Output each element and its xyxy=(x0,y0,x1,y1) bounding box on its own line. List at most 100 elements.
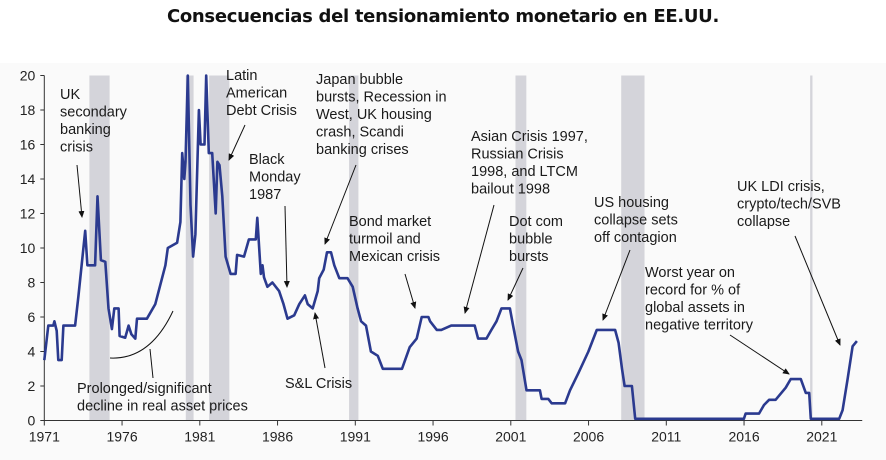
annotation-line: off contagion xyxy=(594,230,677,246)
annotation: Black Monday 1987 xyxy=(249,152,301,288)
annotation: S&L Crisis xyxy=(285,312,352,392)
recession-shade xyxy=(515,75,527,421)
x-tick-label: 1986 xyxy=(262,429,293,445)
annotation-line: collapse xyxy=(737,214,790,230)
annotation-line: 1998, and LTCM xyxy=(471,164,578,180)
annotation: Prolonged/significant decline in real ass… xyxy=(77,381,248,415)
annotation-line: West, UK housing xyxy=(316,107,432,123)
plot-background xyxy=(0,63,886,460)
annotation-text: Black Monday 1987 xyxy=(249,152,301,203)
annotation-arrow xyxy=(313,312,326,369)
annotation-line: secondary xyxy=(60,105,128,121)
annotation-line: negative territory xyxy=(645,318,754,334)
x-tick-label: 2001 xyxy=(495,429,526,445)
annotation-line: Monday xyxy=(249,170,301,186)
y-tick-label: 10 xyxy=(20,240,36,256)
annotation: Dot com bubble bursts xyxy=(507,214,563,301)
annotation-text: Latin American Debt Crisis xyxy=(226,68,297,119)
recession-shade xyxy=(209,75,230,421)
x-tick-label: 2011 xyxy=(651,429,681,445)
annotation: Latin American Debt Crisis xyxy=(226,68,297,161)
annotation-line: bubble xyxy=(509,232,553,248)
x-tick-label: 1976 xyxy=(106,429,137,445)
annotation-text: UK secondary banking crisis xyxy=(60,87,128,156)
x-tick-label: 2016 xyxy=(728,429,759,445)
y-tick-label: 2 xyxy=(28,378,36,394)
decline-bracket-curve xyxy=(109,310,174,359)
x-tick-label: 1996 xyxy=(417,429,448,445)
annotation-line: S&L Crisis xyxy=(285,376,352,392)
x-tick-label: 1991 xyxy=(340,429,371,445)
y-tick-label: 4 xyxy=(28,344,36,360)
annotation-text: Dot com bubble bursts xyxy=(509,214,563,265)
annotation-text: Japan bubble bursts, Recession in West, UK… xyxy=(316,72,447,158)
x-tick-label: 1981 xyxy=(184,429,215,445)
annotation-line: Debt Crisis xyxy=(226,103,297,119)
decline-pointer-line xyxy=(149,348,154,379)
annotation-line: UK xyxy=(60,87,80,103)
annotation-line: global assets in xyxy=(645,300,745,316)
annotation-line: crash, Scandi xyxy=(316,125,404,141)
recession-shade xyxy=(621,75,645,421)
annotation-arrow xyxy=(283,205,290,288)
annotation-line: banking crises xyxy=(316,142,409,158)
annotation-line: Latin xyxy=(226,68,257,84)
annotation-line: bursts, Recession in xyxy=(316,90,447,106)
annotation-arrow xyxy=(794,235,841,346)
annotation-line: Japan bubble xyxy=(316,72,403,88)
y-tick-label: 0 xyxy=(28,413,36,429)
annotation-arrow xyxy=(463,204,495,314)
recession-shade xyxy=(349,75,359,421)
annotation-line: UK LDI crisis, xyxy=(737,179,825,195)
annotation: Asian Crisis 1997, Russian Crisis 1998, an… xyxy=(463,129,588,314)
annotation-arrow xyxy=(729,334,790,375)
annotation-arrow xyxy=(228,124,246,161)
recession-shade xyxy=(185,75,194,421)
annotation-line: 1987 xyxy=(249,187,281,203)
annotation-arrow xyxy=(324,164,357,245)
annotation-text: UK LDI crisis, crypto/tech/SVB collapse xyxy=(737,179,841,230)
x-tick-label: 2021 xyxy=(806,429,837,445)
annotation: Worst year on record for % of global asset… xyxy=(645,265,790,375)
annotation-arrow xyxy=(602,249,631,321)
annotation-line: turmoil and xyxy=(349,232,421,248)
annotation-line: bailout 1998 xyxy=(471,182,550,198)
annotation-line: bursts xyxy=(509,249,549,265)
recession-shade xyxy=(810,75,813,421)
annotation-line: Mexican crisis xyxy=(349,249,440,265)
chart-title: Consecuencias del tensionamiento monetar… xyxy=(166,6,720,27)
annotation-line: Black xyxy=(249,152,285,168)
annotation: UK secondary banking crisis xyxy=(60,87,128,218)
annotation-line: Asian Crisis 1997, xyxy=(471,129,588,145)
annotation: UK LDI crisis, crypto/tech/SVB collapse xyxy=(737,179,841,346)
x-tick-label: 2006 xyxy=(573,429,604,445)
annotation-line: US housing xyxy=(594,195,669,211)
annotation-line: Dot com xyxy=(509,214,563,230)
y-tick-label: 14 xyxy=(20,171,36,187)
annotation-arrow xyxy=(404,273,417,309)
y-tick-label: 16 xyxy=(20,137,36,153)
y-tick-label: 8 xyxy=(28,275,36,291)
annotation-arrow xyxy=(507,267,524,301)
y-tick-label: 20 xyxy=(20,68,36,84)
annotation: US housing collapse sets off contagion xyxy=(594,195,678,321)
annotation-line: Bond market xyxy=(349,214,431,230)
annotation-arrow xyxy=(76,164,85,218)
y-tick-label: 6 xyxy=(28,309,36,325)
annotation: Japan bubble bursts, Recession in West, UK… xyxy=(316,72,447,245)
annotation: Bond market turmoil and Mexican crisis xyxy=(349,214,440,309)
annotation-text: Asian Crisis 1997, Russian Crisis 1998, an… xyxy=(471,129,588,198)
annotation-text: S&L Crisis xyxy=(285,376,352,392)
annotation-line: crypto/tech/SVB xyxy=(737,197,841,213)
y-tick-label: 18 xyxy=(20,102,36,118)
annotation-line: banking xyxy=(60,122,111,138)
annotation-line: crisis xyxy=(60,140,93,156)
annotation-line: American xyxy=(226,86,287,102)
x-tick-label: 1971 xyxy=(29,429,60,445)
y-tick-label: 12 xyxy=(20,206,36,222)
annotation-text: Worst year on record for % of global asset… xyxy=(645,265,754,334)
annotation-line: Russian Crisis xyxy=(471,147,564,163)
annotation-line: record for % of xyxy=(645,283,741,299)
annotation-text: Bond market turmoil and Mexican crisis xyxy=(349,214,440,265)
